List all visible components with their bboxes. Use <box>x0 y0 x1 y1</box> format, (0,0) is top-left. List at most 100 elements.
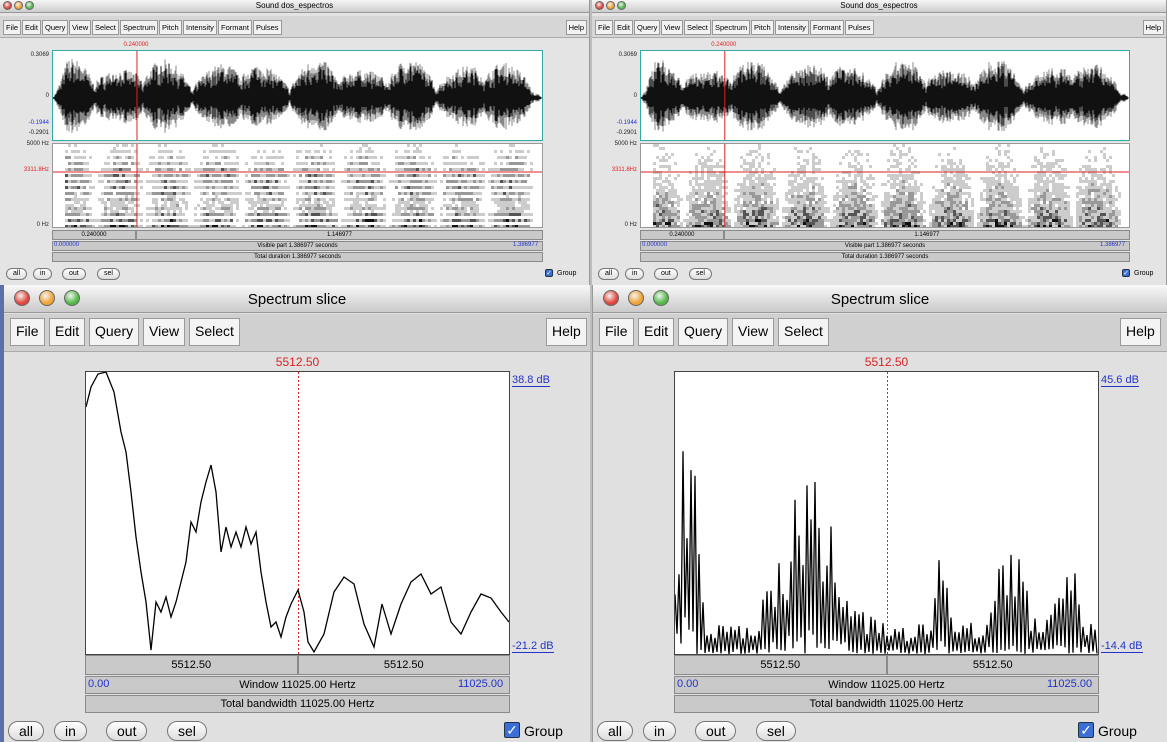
zoom-button[interactable]: all <box>598 268 619 280</box>
menu-button[interactable]: Select <box>684 20 711 35</box>
menu-button[interactable]: Pulses <box>845 20 874 35</box>
group-label: Group <box>524 721 563 741</box>
group-checkbox[interactable]: ✓ <box>545 269 553 277</box>
spectrogram-plot <box>641 144 1129 227</box>
zoom-button[interactable]: in <box>643 721 676 741</box>
zoom-button[interactable]: sel <box>756 721 796 741</box>
axis-label: 3311.8Hz <box>0 167 49 173</box>
menu-button[interactable]: Intensity <box>775 20 809 35</box>
menu-button[interactable]: Select <box>189 318 240 346</box>
group-checkbox[interactable]: ✓ <box>1078 722 1094 738</box>
axis-label: -0.1944 <box>592 120 637 126</box>
zoom-button[interactable]: all <box>597 721 633 741</box>
spectrogram <box>52 143 543 228</box>
spectrum-plot <box>674 371 1099 655</box>
waveform-plot <box>641 51 1129 140</box>
zoom-button[interactable]: in <box>54 721 87 741</box>
menu-button[interactable]: Formant <box>218 20 252 35</box>
menu-button[interactable]: View <box>732 318 774 346</box>
zoom-button[interactable]: in <box>625 268 644 280</box>
help-menu[interactable]: Help <box>566 20 587 35</box>
selection-left: 0.240000 <box>52 230 136 240</box>
zoom-button[interactable]: all <box>8 721 44 741</box>
cursor-time: 0.240000 <box>704 42 744 48</box>
visible-part: Visible part 1.386977 seconds <box>52 241 543 251</box>
menu-button[interactable]: File <box>595 20 613 35</box>
window-start: 0.00 <box>677 678 698 690</box>
window-end: 11025.00 <box>1047 678 1092 690</box>
menu-button[interactable]: Query <box>42 20 68 35</box>
axis-label: 5000 Hz <box>0 141 49 147</box>
zoom-button[interactable]: in <box>33 268 52 280</box>
zoom-button[interactable]: out <box>62 268 86 280</box>
menu-button[interactable]: View <box>661 20 683 35</box>
cursor-time: 0.240000 <box>116 42 156 48</box>
menu-button[interactable]: Edit <box>49 318 85 346</box>
zoom-button[interactable]: all <box>6 268 27 280</box>
window-title: Spectrum slice <box>4 291 590 308</box>
menu-button[interactable]: View <box>69 20 91 35</box>
selection-left: 0.240000 <box>640 230 724 240</box>
menu-button[interactable]: File <box>3 20 21 35</box>
selection-right: 1.146977 <box>136 230 543 240</box>
menu-button[interactable]: Select <box>92 20 119 35</box>
axis-label: 0.3069 <box>0 52 49 58</box>
zoom-button[interactable]: out <box>695 721 736 741</box>
selection-right: 5512.50 <box>887 655 1100 675</box>
title-bar: Spectrum slice <box>593 285 1167 313</box>
menu-button[interactable]: Pitch <box>751 20 774 35</box>
menu-button[interactable]: Query <box>634 20 660 35</box>
window-title: Sound dos_espectros <box>592 1 1166 10</box>
menu-button[interactable]: Query <box>89 318 139 346</box>
menu-button[interactable]: File <box>10 318 45 346</box>
menu-button[interactable]: Spectrum <box>120 20 158 35</box>
help-menu[interactable]: Help <box>546 318 587 346</box>
visible-end: 1.386977 <box>1100 242 1125 248</box>
menu-button[interactable]: Edit <box>22 20 41 35</box>
waveform <box>52 50 543 141</box>
axis-label: -0.2901 <box>0 130 49 136</box>
axis-label: 3311.8Hz <box>592 167 637 173</box>
menu-button[interactable]: Intensity <box>183 20 217 35</box>
zoom-button[interactable]: out <box>654 268 678 280</box>
menu-button[interactable]: Edit <box>638 318 674 346</box>
db-min: -14.4 dB <box>1101 640 1143 653</box>
cursor-frequency: 5512.50 <box>857 355 917 369</box>
visible-start: 0.000000 <box>642 242 667 248</box>
spectrogram-plot <box>53 144 542 227</box>
zoom-button[interactable]: sel <box>167 721 207 741</box>
zoom-button[interactable]: out <box>106 721 147 741</box>
window-end: 11025.00 <box>458 678 503 690</box>
window-title: Spectrum slice <box>593 291 1167 308</box>
sound-window: Sound dos_espectros FileEditQueryViewSele… <box>592 0 1167 285</box>
menu-button[interactable]: Query <box>678 318 728 346</box>
help-menu[interactable]: Help <box>1120 318 1161 346</box>
db-max: 38.8 dB <box>512 374 550 387</box>
spectrum-curve-area <box>86 372 509 654</box>
spectrum-plot <box>85 371 510 655</box>
title-bar: Sound dos_espectros <box>0 0 589 13</box>
zoom-button[interactable]: sel <box>97 268 120 280</box>
waveform <box>640 50 1130 141</box>
total-bandwidth: Total bandwidth 11025.00 Hertz <box>85 695 510 713</box>
sound-window: Sound dos_espectros FileEditQueryViewSele… <box>0 0 590 285</box>
menu-button[interactable]: Edit <box>614 20 633 35</box>
menu-button[interactable]: Pulses <box>253 20 282 35</box>
menu-button[interactable]: File <box>599 318 634 346</box>
title-bar: Spectrum slice <box>4 285 590 313</box>
selection-right: 1.146977 <box>724 230 1130 240</box>
spectrum-curve <box>86 372 509 652</box>
menu-button[interactable]: Pitch <box>159 20 182 35</box>
visible-start: 0.000000 <box>54 242 79 248</box>
group-checkbox[interactable]: ✓ <box>1122 269 1130 277</box>
menu-button[interactable]: Formant <box>810 20 844 35</box>
group-checkbox[interactable]: ✓ <box>504 722 520 738</box>
menu-button[interactable]: Select <box>778 318 829 346</box>
group-label: Group <box>557 268 576 280</box>
window-start: 0.00 <box>88 678 109 690</box>
menu-button[interactable]: Spectrum <box>712 20 750 35</box>
zoom-button[interactable]: sel <box>689 268 712 280</box>
menu-button[interactable]: View <box>143 318 185 346</box>
help-menu[interactable]: Help <box>1143 20 1164 35</box>
selection-right: 5512.50 <box>298 655 511 675</box>
